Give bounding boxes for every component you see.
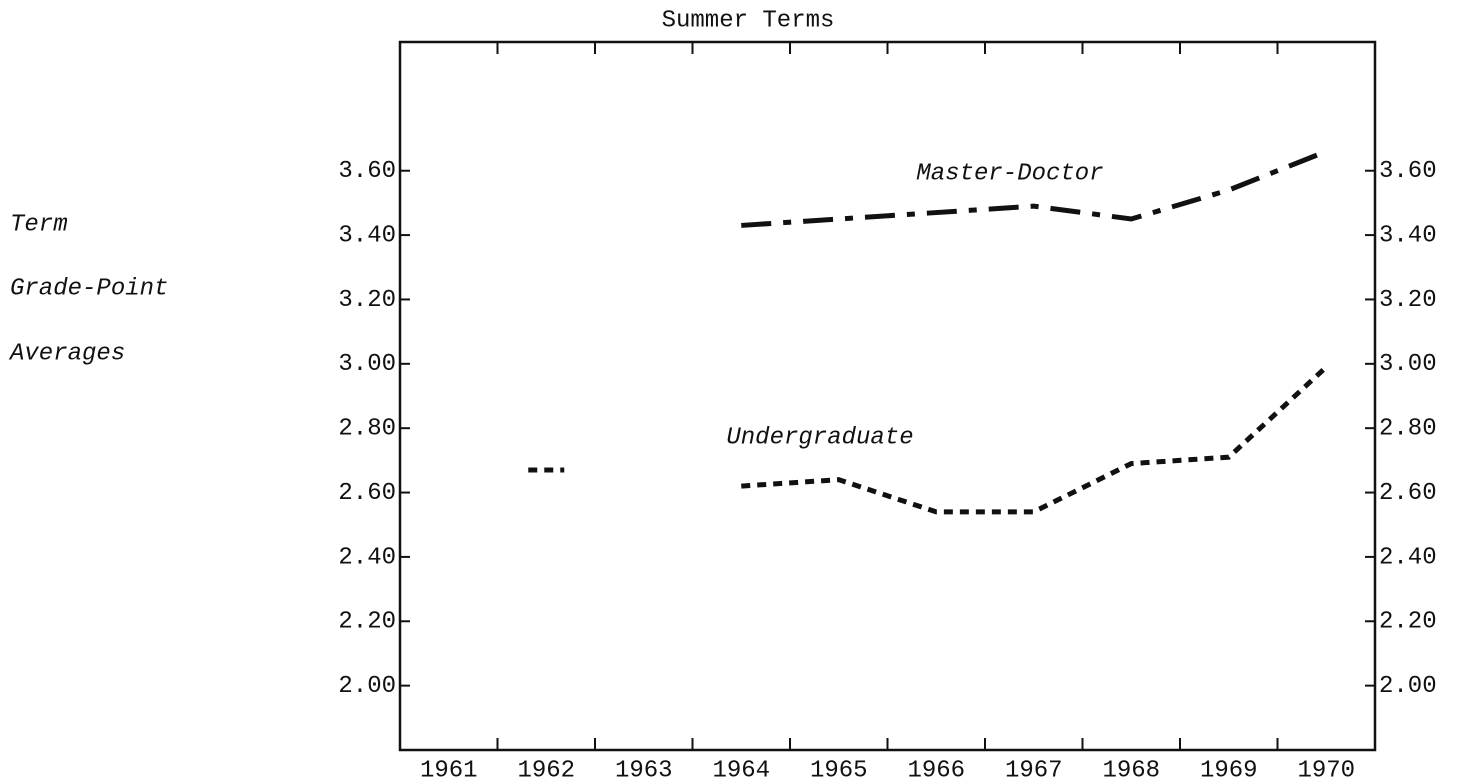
y-tick-label: 3.40 [338, 222, 396, 249]
y-tick-label: 3.60 [338, 158, 396, 185]
x-tick-label: 1967 [1005, 757, 1063, 784]
y-tick-label: 3.00 [338, 351, 396, 378]
y-tick-label-right: 3.40 [1379, 222, 1437, 249]
series-line [741, 149, 1328, 228]
y-axis-label: Term [10, 211, 68, 238]
y-axis-label: Averages [8, 340, 125, 367]
y-tick-label-right: 2.60 [1379, 480, 1437, 507]
y-tick-label-right: 2.20 [1379, 609, 1437, 636]
series-label: Master-Doctor [916, 160, 1103, 187]
x-tick-label: 1966 [907, 757, 965, 784]
y-tick-label: 2.60 [338, 480, 396, 507]
y-axis-label: Grade-Point [10, 275, 168, 302]
x-tick-label: 1965 [810, 757, 868, 784]
x-tick-label: 1970 [1297, 757, 1355, 784]
x-tick-label: 1969 [1200, 757, 1258, 784]
y-tick-label-right: 3.00 [1379, 351, 1437, 378]
y-tick-label: 3.20 [338, 287, 396, 314]
x-tick-label: 1963 [615, 757, 673, 784]
series-label: Undergraduate [726, 424, 913, 451]
y-tick-label: 2.80 [338, 416, 396, 443]
y-tick-label-right: 2.40 [1379, 544, 1437, 571]
y-tick-label-right: 3.20 [1379, 287, 1437, 314]
y-tick-label: 2.00 [338, 673, 396, 700]
x-tick-label: 1964 [712, 757, 770, 784]
x-tick-label: 1961 [420, 757, 478, 784]
x-tick-label: 1962 [517, 757, 575, 784]
y-tick-label: 2.40 [338, 544, 396, 571]
y-tick-label: 2.20 [338, 609, 396, 636]
series-line [528, 365, 1328, 515]
y-tick-label-right: 3.60 [1379, 158, 1437, 185]
y-tick-label-right: 2.00 [1379, 673, 1437, 700]
x-tick-label: 1968 [1102, 757, 1160, 784]
y-tick-label-right: 2.80 [1379, 416, 1437, 443]
chart-title: Summer Terms [662, 7, 835, 34]
